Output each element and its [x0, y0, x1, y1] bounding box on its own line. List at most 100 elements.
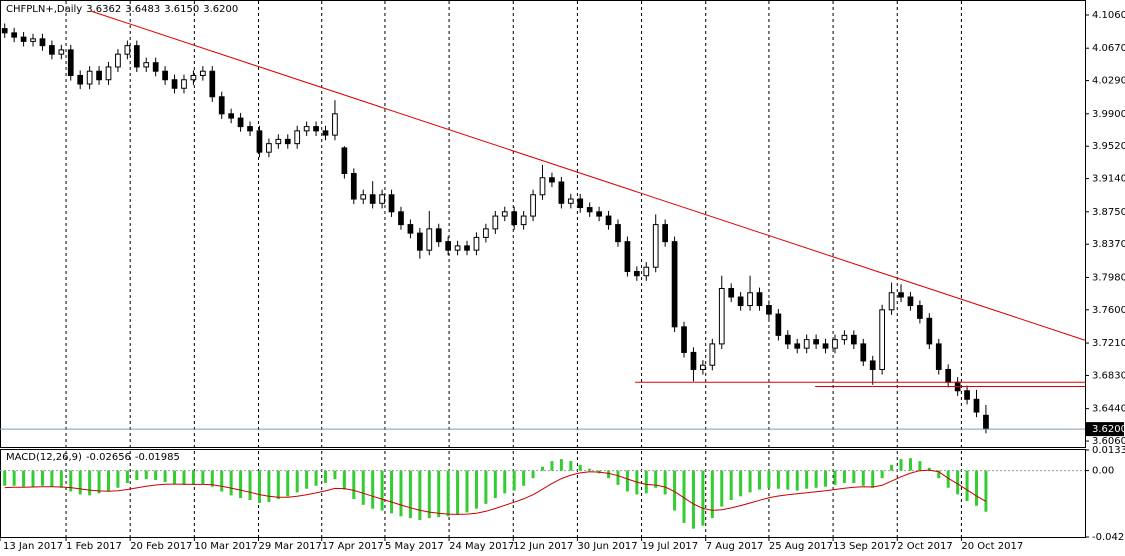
candle-body [407, 224, 414, 234]
macd-bar [927, 467, 931, 471]
y-tick-label: 3.9520 [1092, 141, 1125, 152]
candle-body [539, 177, 546, 196]
macd-bar [173, 470, 177, 484]
candle-body [96, 70, 102, 81]
macd-bar [163, 470, 167, 483]
macd-bar [257, 470, 261, 503]
macd-bar [710, 470, 714, 519]
macd-bar [975, 470, 978, 506]
candle-body [20, 36, 27, 42]
y-tick-label: 3.8750 [1092, 207, 1125, 218]
candle-body [784, 334, 791, 345]
candle-body [869, 360, 876, 370]
macd-bar [625, 470, 629, 492]
macd-bar [135, 470, 139, 481]
macd-bar [833, 470, 837, 485]
macd-bar [805, 470, 809, 489]
candle-body [341, 147, 348, 174]
candle-body [388, 194, 395, 213]
macd-bar [399, 470, 403, 517]
macd-bar [531, 470, 535, 479]
candle-body [549, 177, 555, 183]
macd-bar [748, 470, 752, 493]
candle-body [228, 113, 235, 119]
macd-bar [852, 470, 856, 483]
candle-body [907, 296, 914, 307]
macd-bar [795, 470, 799, 491]
macd-bar [842, 470, 846, 483]
macd-bar [437, 470, 441, 518]
macd-bar [191, 470, 195, 485]
macd-bar [720, 470, 724, 507]
macd-bar [314, 470, 318, 486]
candle-body [775, 313, 782, 336]
x-tick-label: 5 May 2017 [385, 541, 444, 552]
macd-bar [201, 470, 205, 484]
candle-body [822, 343, 829, 349]
candle-body [577, 198, 584, 209]
candle-body [67, 49, 74, 76]
x-tick-label: 10 Mar 2017 [194, 541, 257, 552]
macd-bar [59, 470, 63, 488]
x-tick-label: 17 Apr 2017 [322, 541, 384, 552]
macd-bar [361, 470, 365, 505]
macd-bar [295, 470, 299, 493]
macd-bar [918, 461, 922, 471]
y-tick-label: 4.1060 [1092, 10, 1125, 21]
candle-body [935, 343, 942, 370]
candle-body [567, 198, 574, 204]
candle-body [633, 270, 640, 277]
macd-bar [503, 470, 507, 494]
macd-bar [248, 470, 252, 501]
macd-bar [588, 468, 592, 471]
macd-bar [107, 470, 110, 492]
candle-body [596, 211, 602, 217]
candle-body [700, 364, 706, 370]
price-label-box [1086, 422, 1124, 437]
candle-body [718, 288, 725, 345]
candle-body [794, 343, 801, 349]
candle-body [850, 334, 857, 345]
macd-bar [78, 470, 82, 495]
candle-body [964, 390, 970, 400]
candle-body [162, 70, 168, 81]
macd-bar [522, 470, 526, 486]
candle-body [803, 339, 810, 349]
macd-bar [31, 470, 35, 487]
candle-body [605, 215, 612, 226]
candle-body [643, 266, 650, 277]
macd-bar [50, 470, 54, 487]
macd-bar [427, 470, 431, 519]
candle-body [445, 241, 452, 251]
candle-body [350, 172, 357, 200]
macd-bar [474, 470, 478, 509]
candle-body [624, 241, 631, 272]
x-tick-label: 7 Aug 2017 [706, 541, 764, 552]
y-tick-label: 3.9140 [1092, 174, 1125, 185]
trendline [90, 10, 1086, 341]
macd-bar [456, 470, 460, 515]
candle-body [813, 339, 819, 345]
macd-bar [305, 470, 309, 489]
x-tick-label: 24 May 2017 [449, 541, 514, 552]
macd-bar [899, 459, 903, 471]
candle-body [181, 79, 187, 89]
chart-header: CHFPLN+,Daily 3.6362 3.6483 3.6150 3.6200 [6, 4, 238, 15]
candle-body [303, 126, 310, 132]
macd-bar [229, 470, 233, 496]
macd-bar [418, 470, 422, 520]
candle-body [143, 62, 150, 68]
macd-bar [512, 470, 516, 491]
macd-bar [465, 470, 469, 513]
candle-body [690, 351, 697, 370]
candle-body [199, 70, 206, 76]
macd-bar [729, 470, 733, 501]
macd-bar [333, 470, 337, 480]
macd-y-tick-label: 0.0133 [1092, 445, 1125, 456]
candle-body [492, 215, 499, 230]
macd-bar [758, 470, 761, 490]
macd-y-tick-label: -0.04289 [1092, 532, 1125, 543]
candle-body [416, 232, 423, 251]
macd-bar [22, 470, 26, 487]
macd-bar [390, 470, 394, 514]
